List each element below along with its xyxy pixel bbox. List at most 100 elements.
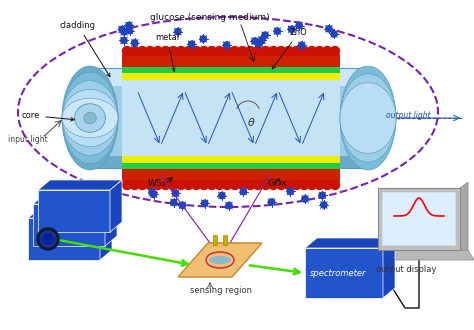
Circle shape	[189, 41, 195, 47]
Circle shape	[323, 181, 332, 189]
Polygon shape	[100, 208, 112, 260]
Circle shape	[219, 192, 225, 199]
Circle shape	[246, 181, 255, 189]
Circle shape	[223, 181, 232, 189]
Polygon shape	[305, 238, 395, 248]
Circle shape	[321, 202, 327, 208]
Circle shape	[284, 47, 293, 55]
Circle shape	[292, 181, 301, 189]
Circle shape	[215, 47, 224, 55]
Circle shape	[173, 190, 179, 196]
Circle shape	[259, 37, 265, 43]
Circle shape	[127, 27, 133, 34]
Text: output light: output light	[386, 111, 430, 120]
Bar	[122, 163, 340, 169]
Circle shape	[262, 32, 268, 38]
Circle shape	[176, 181, 185, 189]
Text: spectrometer: spectrometer	[310, 269, 366, 278]
Ellipse shape	[340, 82, 396, 153]
Bar	[378, 188, 460, 250]
Circle shape	[240, 188, 246, 195]
Circle shape	[184, 47, 193, 55]
Circle shape	[223, 42, 230, 48]
Polygon shape	[460, 182, 468, 250]
Circle shape	[288, 26, 295, 32]
Circle shape	[200, 36, 207, 42]
Circle shape	[192, 181, 201, 189]
Ellipse shape	[62, 72, 118, 164]
Circle shape	[323, 47, 332, 55]
Bar	[90, 68, 368, 168]
Circle shape	[252, 38, 258, 44]
Ellipse shape	[340, 66, 396, 170]
Bar	[38, 190, 110, 232]
Bar	[122, 156, 340, 163]
Bar	[382, 192, 456, 246]
Ellipse shape	[62, 89, 118, 147]
Circle shape	[274, 28, 281, 34]
Circle shape	[149, 189, 155, 195]
Polygon shape	[28, 208, 112, 218]
Text: ZnO: ZnO	[272, 28, 308, 69]
Circle shape	[119, 26, 125, 33]
Text: core: core	[22, 111, 74, 121]
Circle shape	[300, 47, 309, 55]
Circle shape	[192, 47, 201, 55]
Polygon shape	[383, 238, 395, 298]
Circle shape	[130, 47, 139, 55]
Circle shape	[179, 202, 185, 209]
Bar	[122, 67, 340, 73]
Ellipse shape	[62, 98, 118, 138]
Text: θ: θ	[248, 118, 255, 128]
Circle shape	[37, 228, 59, 250]
Circle shape	[276, 181, 285, 189]
Text: GOx: GOx	[268, 179, 287, 188]
Polygon shape	[38, 180, 122, 190]
Bar	[122, 169, 340, 182]
Circle shape	[230, 181, 239, 189]
Circle shape	[319, 192, 325, 199]
Text: output display: output display	[376, 265, 437, 274]
Circle shape	[296, 22, 302, 29]
Ellipse shape	[84, 112, 96, 124]
Circle shape	[122, 47, 131, 55]
Circle shape	[230, 47, 239, 55]
Circle shape	[161, 181, 170, 189]
Bar	[90, 156, 368, 168]
Bar	[122, 80, 340, 156]
Circle shape	[201, 200, 208, 207]
Circle shape	[184, 181, 193, 189]
Circle shape	[121, 29, 127, 35]
Bar	[122, 54, 340, 67]
Circle shape	[331, 31, 337, 37]
Polygon shape	[105, 194, 117, 246]
Circle shape	[176, 47, 185, 55]
Circle shape	[300, 181, 309, 189]
Text: metal: metal	[155, 33, 179, 71]
Circle shape	[223, 47, 232, 55]
Bar	[305, 248, 383, 298]
Circle shape	[287, 188, 293, 195]
Circle shape	[126, 22, 132, 29]
Text: input light: input light	[8, 135, 48, 144]
Circle shape	[161, 47, 170, 55]
Bar	[122, 73, 340, 80]
Circle shape	[269, 47, 278, 55]
Circle shape	[315, 47, 324, 55]
Circle shape	[330, 47, 339, 55]
Circle shape	[326, 26, 332, 32]
Circle shape	[138, 47, 147, 55]
Circle shape	[121, 37, 127, 44]
Circle shape	[200, 181, 209, 189]
Bar	[28, 218, 100, 260]
Circle shape	[150, 191, 157, 197]
Circle shape	[284, 181, 293, 189]
Circle shape	[215, 181, 224, 189]
Circle shape	[315, 181, 324, 189]
Polygon shape	[33, 194, 117, 204]
Circle shape	[276, 47, 285, 55]
Circle shape	[238, 47, 247, 55]
Circle shape	[246, 47, 255, 55]
Circle shape	[261, 181, 270, 189]
Circle shape	[200, 47, 209, 55]
